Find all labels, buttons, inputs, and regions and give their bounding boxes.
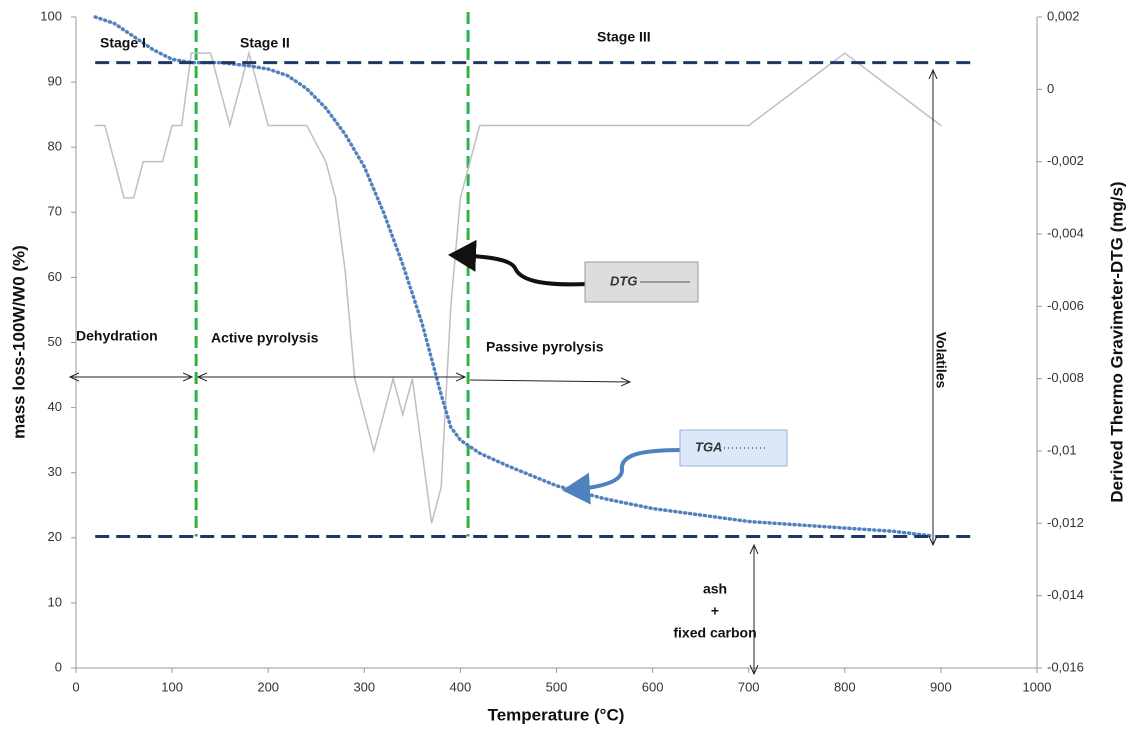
y2-tick-label: -0,004 — [1047, 225, 1084, 240]
annotation: Passive pyrolysis — [486, 339, 604, 355]
y-tick-label: 40 — [48, 399, 62, 414]
x-tick-label: 500 — [546, 679, 568, 694]
y2-tick-label: -0,016 — [1047, 659, 1084, 674]
annotation: Active pyrolysis — [211, 330, 319, 346]
y2-tick-label: -0,01 — [1047, 442, 1077, 457]
y2-tick-label: -0,006 — [1047, 298, 1084, 313]
y-tick-label: 0 — [55, 659, 62, 674]
x-tick-label: 200 — [257, 679, 279, 694]
callout-arrow — [448, 239, 589, 287]
arrow — [469, 380, 630, 382]
legend-box — [679, 429, 788, 467]
y-tick-label: 70 — [48, 204, 62, 219]
x-tick-label: 0 — [72, 679, 79, 694]
series-line — [94, 50, 942, 524]
callout-arrow — [562, 448, 683, 505]
annotation: Dehydration — [76, 328, 158, 344]
x-tick-label: 800 — [834, 679, 856, 694]
y-axis-title: mass loss-100W/W0 (%) — [9, 245, 28, 439]
y-tick-label: 80 — [48, 139, 62, 154]
y2-tick-label: -0,012 — [1047, 515, 1084, 530]
annotation: Volatiles — [933, 332, 949, 389]
annotation: Stage I — [100, 35, 146, 51]
x-tick-label: 300 — [353, 679, 375, 694]
x-tick-label: 700 — [738, 679, 760, 694]
annotation: ash — [703, 581, 727, 597]
y-tick-label: 50 — [48, 334, 62, 349]
annotation: Stage II — [240, 35, 290, 51]
y-tick-label: 100 — [40, 8, 62, 23]
x-tick-label: 100 — [161, 679, 183, 694]
y2-tick-label: -0,014 — [1047, 587, 1084, 602]
y-tick-label: 60 — [48, 269, 62, 284]
annotation: fixed carbon — [673, 625, 756, 641]
legend-label: DTG — [610, 273, 637, 288]
x-axis-title: Temperature (°C) — [488, 705, 625, 724]
plot — [93, 12, 977, 538]
y-tick-label: 20 — [48, 529, 62, 544]
y2-tick-label: -0,002 — [1047, 153, 1084, 168]
y2-tick-label: -0,008 — [1047, 370, 1084, 385]
x-tick-label: 1000 — [1023, 679, 1052, 694]
x-tick-label: 400 — [450, 679, 472, 694]
series-line — [93, 15, 934, 538]
annotation: + — [711, 603, 719, 619]
y-tick-label: 90 — [48, 74, 62, 89]
y-tick-label: 30 — [48, 464, 62, 479]
annotation: Stage III — [597, 29, 651, 45]
legend-label: TGA — [695, 439, 722, 454]
y2-axis-title: Derived Thermo Gravimeter-DTG (mg/s) — [1107, 181, 1126, 502]
y-tick-label: 10 — [48, 594, 62, 609]
x-tick-label: 600 — [642, 679, 664, 694]
x-tick-label: 900 — [930, 679, 952, 694]
y2-tick-label: 0,002 — [1047, 8, 1080, 23]
y2-tick-label: 0 — [1047, 81, 1054, 96]
